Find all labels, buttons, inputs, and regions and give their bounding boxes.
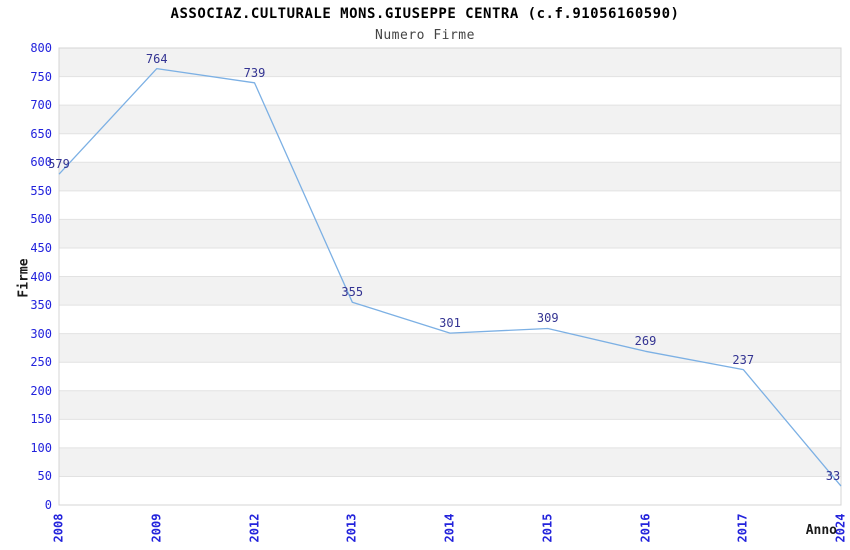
chart-subtitle: Numero Firme xyxy=(375,28,475,43)
y-tick-label: 150 xyxy=(30,412,52,427)
band-stripe xyxy=(59,219,841,248)
y-tick-label: 0 xyxy=(44,498,52,512)
x-tick-label: 2014 xyxy=(442,513,457,543)
y-tick-label: 100 xyxy=(30,440,52,455)
data-point-label: 309 xyxy=(536,311,559,326)
data-point-label: 237 xyxy=(732,352,755,367)
y-tick-label: 550 xyxy=(30,183,52,198)
x-tick-label: 2008 xyxy=(51,513,66,543)
y-tick-label: 700 xyxy=(30,98,52,113)
y-tick-label: 650 xyxy=(30,126,52,141)
chart-title: ASSOCIAZ.CULTURALE MONS.GIUSEPPE CENTRA … xyxy=(170,6,680,22)
data-point-label: 301 xyxy=(439,316,461,331)
y-tick-label: 800 xyxy=(30,41,52,55)
band-stripe xyxy=(59,333,841,363)
y-tick-label: 450 xyxy=(30,240,52,255)
y-tick-label: 400 xyxy=(30,269,52,284)
x-tick-label: 2016 xyxy=(638,513,652,543)
band-stripe xyxy=(59,447,841,477)
band-stripe xyxy=(59,247,841,277)
y-tick-label: 300 xyxy=(30,326,52,341)
data-point-label: 764 xyxy=(145,51,168,66)
y-tick-label: 750 xyxy=(30,69,52,84)
series-line xyxy=(58,67,842,487)
data-point-label: 269 xyxy=(634,334,657,349)
band-stripe xyxy=(59,48,841,77)
x-tick-label: 2009 xyxy=(149,513,164,543)
y-tick-label: 250 xyxy=(30,355,52,370)
x-axis-title: Anno xyxy=(805,523,837,538)
data-point-label: 579 xyxy=(48,157,70,172)
band-stripe xyxy=(59,476,841,505)
band-stripe xyxy=(59,305,841,334)
band-stripe xyxy=(59,162,841,191)
band-stripe xyxy=(59,362,841,391)
x-tick-label: 2012 xyxy=(247,513,261,543)
band-stripe xyxy=(59,133,841,163)
band-stripe xyxy=(59,419,841,448)
y-tick-label: 500 xyxy=(30,212,52,227)
y-tick-label: 50 xyxy=(37,469,52,484)
band-stripe xyxy=(59,76,841,106)
y-tick-label: 600 xyxy=(30,155,52,170)
plot-border xyxy=(58,47,842,506)
x-tick-label: 2013 xyxy=(344,513,359,543)
band-stripe xyxy=(59,105,841,134)
band-stripe xyxy=(59,390,841,420)
x-tick-label: 2017 xyxy=(735,513,750,543)
band-stripe xyxy=(59,190,841,220)
band-stripe xyxy=(59,276,841,306)
data-point-label: 739 xyxy=(243,65,266,80)
x-tick-label: 2015 xyxy=(540,513,555,543)
data-point-label: 355 xyxy=(341,285,364,300)
data-point-label: 33 xyxy=(825,469,841,484)
y-tick-label: 200 xyxy=(30,383,52,398)
y-tick-label: 350 xyxy=(30,298,52,313)
